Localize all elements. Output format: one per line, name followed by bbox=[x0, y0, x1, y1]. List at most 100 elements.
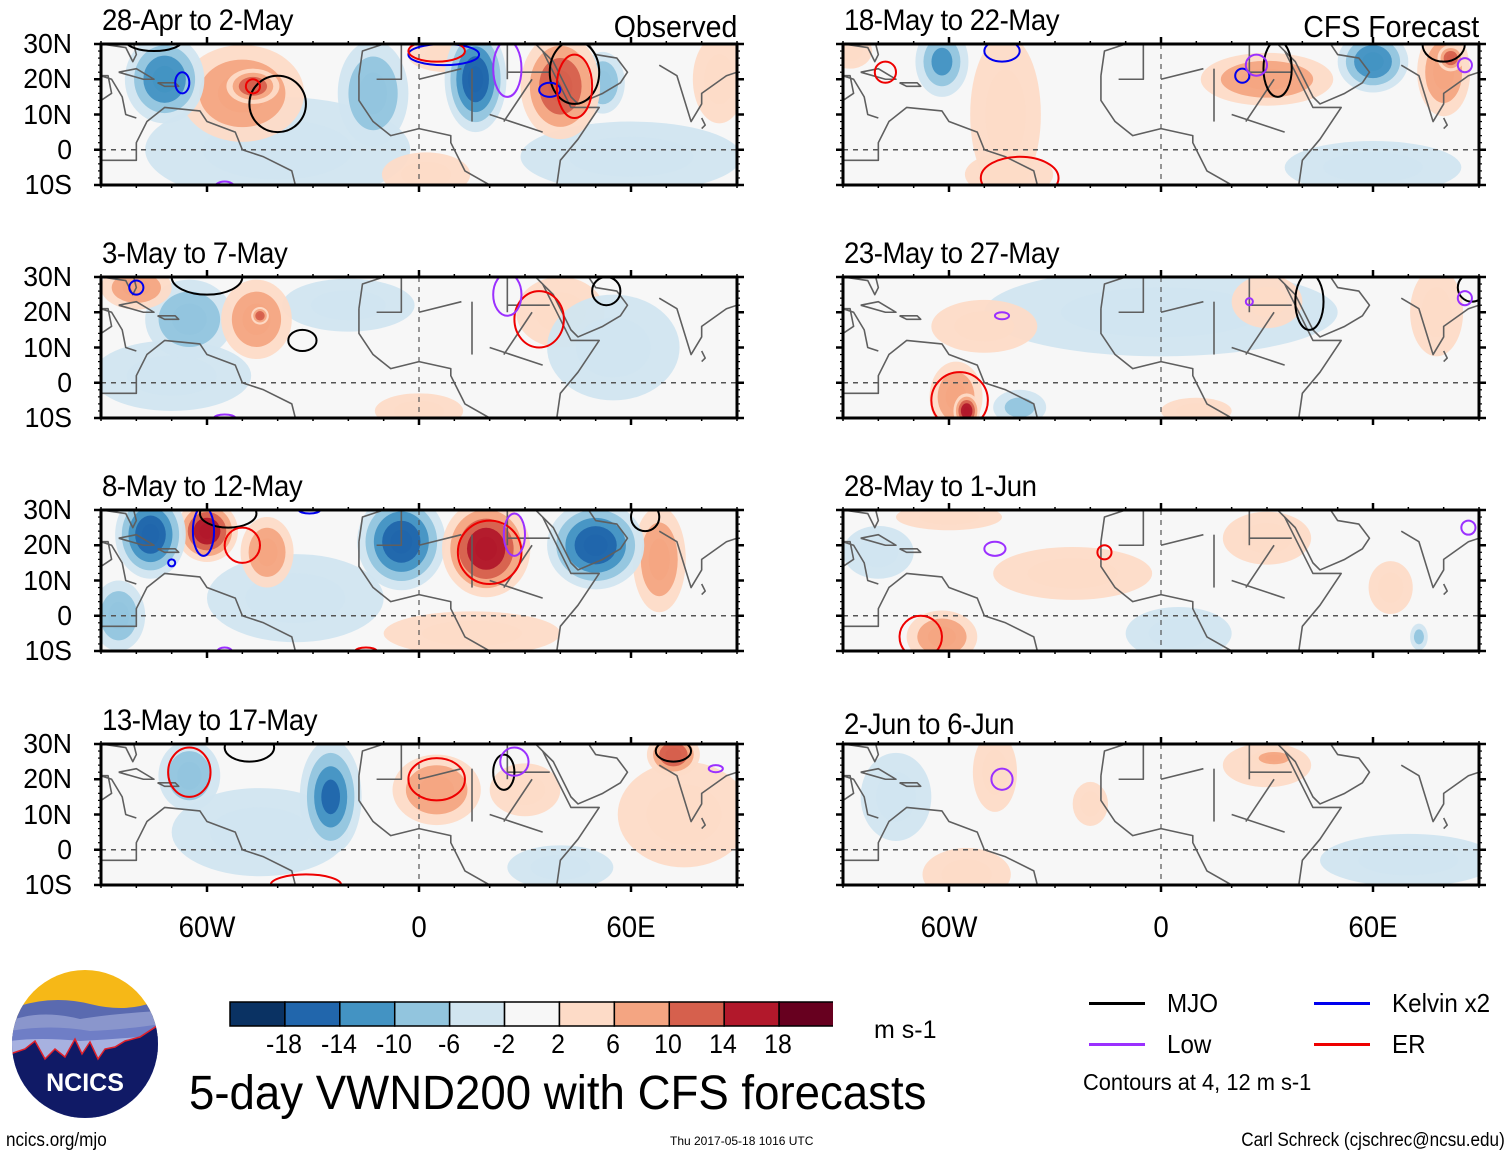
anomaly-shading bbox=[321, 779, 341, 815]
colorbar-label: -14 bbox=[320, 1029, 357, 1059]
coastline bbox=[1400, 297, 1479, 356]
coastline bbox=[1100, 277, 1342, 418]
coastline bbox=[376, 277, 403, 314]
coastline bbox=[1118, 510, 1145, 547]
contour-kelvin-x2 bbox=[174, 71, 191, 95]
coastline bbox=[1316, 417, 1319, 418]
anomaly-shading bbox=[665, 747, 682, 762]
contour-er bbox=[407, 44, 466, 63]
coastline bbox=[1316, 650, 1319, 651]
anomaly-shading bbox=[401, 161, 452, 185]
contour-mjo bbox=[492, 753, 516, 791]
anomaly-shading bbox=[199, 523, 215, 539]
contour-mjo bbox=[1294, 277, 1325, 331]
contour-er bbox=[407, 757, 466, 802]
coastline bbox=[358, 44, 601, 185]
coastline bbox=[376, 44, 403, 81]
map-area bbox=[843, 744, 1479, 885]
coastline bbox=[1400, 764, 1479, 823]
coastline bbox=[860, 533, 897, 547]
legend-item-er: ER bbox=[1314, 1029, 1428, 1059]
coastline bbox=[843, 774, 879, 819]
coastline bbox=[1245, 311, 1275, 355]
coastline bbox=[118, 67, 155, 81]
contour-low bbox=[1244, 297, 1254, 307]
colorbar-swatch bbox=[613, 1001, 671, 1027]
anomaly-shading bbox=[1323, 152, 1423, 183]
contour-er bbox=[1096, 544, 1113, 561]
contour-er bbox=[873, 60, 898, 84]
coastline bbox=[1284, 277, 1371, 338]
panel-title-2: 3-May to 7-May bbox=[102, 237, 288, 270]
map-area bbox=[843, 277, 1479, 418]
colorbar-swatch bbox=[668, 1001, 725, 1027]
contour-low bbox=[1460, 519, 1477, 536]
coastline bbox=[1100, 744, 1342, 885]
x-tick-label: 0 bbox=[411, 911, 427, 944]
anomaly-shading bbox=[419, 775, 455, 804]
anomaly-shading bbox=[210, 807, 310, 858]
anomaly-shading bbox=[985, 69, 1026, 160]
contour-low bbox=[1244, 53, 1269, 77]
coastline bbox=[1284, 510, 1371, 571]
observed-tag: Observed bbox=[613, 9, 737, 44]
anomaly-shading bbox=[1362, 52, 1384, 71]
anomaly-shading bbox=[256, 538, 278, 567]
anomaly-shading bbox=[931, 47, 953, 76]
map-area bbox=[101, 277, 737, 418]
coastline bbox=[418, 300, 462, 314]
legend-line-low bbox=[1089, 1042, 1145, 1046]
site-link[interactable]: ncics.org/mjo bbox=[6, 1130, 107, 1151]
anomaly-shading bbox=[1413, 629, 1424, 645]
coastline bbox=[574, 417, 577, 418]
colorbar bbox=[229, 1001, 833, 1027]
anomaly-shading bbox=[1358, 845, 1459, 876]
coastline bbox=[860, 67, 897, 81]
coastline bbox=[843, 277, 880, 296]
contour-kelvin-x2 bbox=[128, 279, 145, 296]
anomaly-shading bbox=[359, 72, 387, 115]
anomaly-shading bbox=[941, 859, 992, 885]
coastline bbox=[358, 510, 601, 651]
legend-label-mjo: MJO bbox=[1167, 988, 1219, 1018]
map-panel-7 bbox=[836, 503, 1486, 658]
coastline bbox=[843, 510, 880, 529]
coastline bbox=[1231, 813, 1285, 833]
map-area bbox=[101, 44, 737, 185]
anomaly-shading bbox=[704, 54, 735, 105]
contour-mjo bbox=[654, 744, 693, 763]
legend-label-low: Low bbox=[1167, 1029, 1212, 1059]
coastline bbox=[843, 339, 1039, 418]
coastline bbox=[157, 81, 180, 88]
anomaly-shading bbox=[843, 44, 863, 62]
timestamp: Thu 2017-05-18 1016 UTC bbox=[670, 1134, 814, 1148]
anomaly-shading bbox=[310, 290, 386, 321]
coastline bbox=[157, 314, 180, 321]
coastline bbox=[101, 806, 297, 885]
coastline bbox=[101, 44, 138, 63]
anomaly-shading bbox=[475, 536, 497, 561]
panel-title-6: 23-May to 27-May bbox=[844, 237, 1060, 270]
contour-kelvin-x2 bbox=[983, 44, 1021, 63]
contour-er bbox=[930, 371, 989, 418]
coastline bbox=[503, 78, 533, 122]
anomaly-shading bbox=[954, 311, 1015, 342]
x-tick-label: 60E bbox=[606, 911, 656, 944]
contour-mjo bbox=[170, 277, 244, 296]
contour-mjo bbox=[287, 328, 318, 353]
coastline bbox=[1100, 44, 1342, 185]
anomaly-shading bbox=[648, 538, 670, 581]
contour-er bbox=[513, 290, 565, 349]
y-tick-label: 10N bbox=[23, 331, 72, 363]
colorbar-swatch bbox=[393, 1001, 451, 1027]
colorbar-label: 10 bbox=[654, 1029, 683, 1059]
coastline bbox=[1160, 767, 1204, 781]
coastline bbox=[418, 767, 462, 781]
coastline bbox=[1231, 579, 1285, 599]
anomaly-shading bbox=[1148, 618, 1209, 649]
anomaly-shading bbox=[1080, 791, 1101, 817]
coastline bbox=[101, 572, 297, 651]
y-tick-label: 0 bbox=[57, 366, 72, 398]
logo-text: NCICS bbox=[46, 1069, 124, 1097]
y-tick-label: 10N bbox=[23, 798, 72, 830]
